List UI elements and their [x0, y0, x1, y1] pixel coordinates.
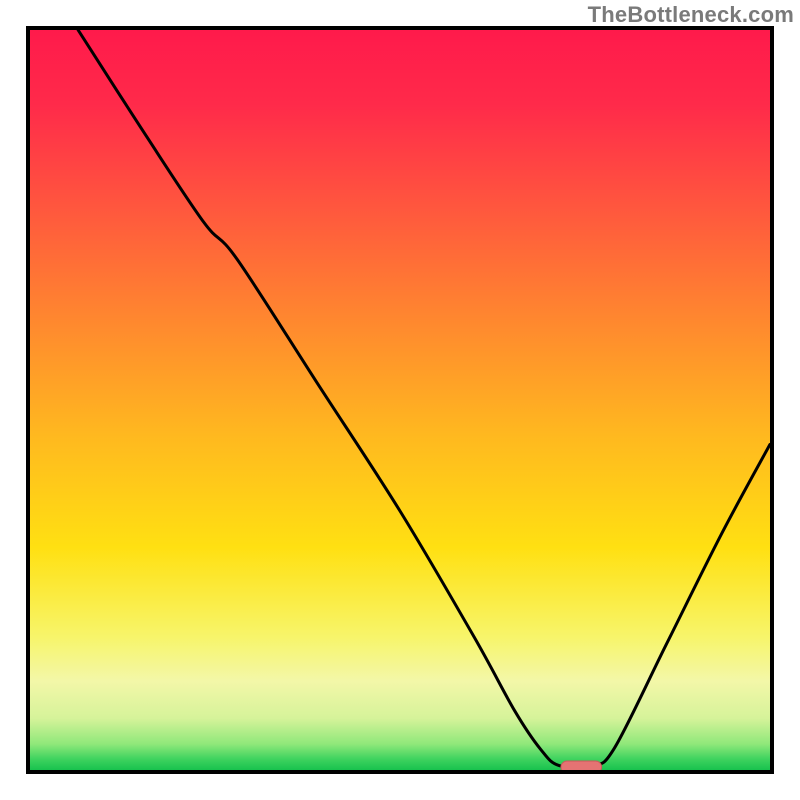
watermark-label: TheBottleneck.com — [588, 2, 794, 28]
chart-container: TheBottleneck.com — [0, 0, 800, 800]
bottleneck-chart — [0, 0, 800, 800]
